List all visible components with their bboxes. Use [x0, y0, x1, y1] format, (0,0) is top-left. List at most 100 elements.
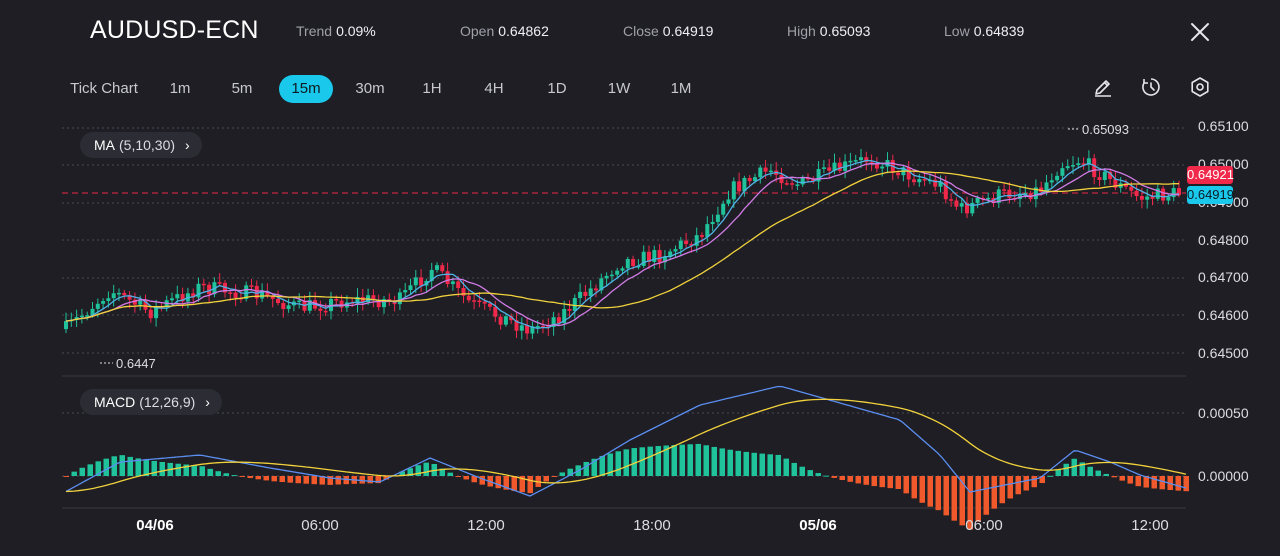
macd-histogram-bar: [135, 458, 141, 476]
candle-body: [604, 275, 609, 279]
candle-body: [1139, 196, 1144, 200]
ma-indicator-pill[interactable]: MA (5,10,30) ›: [80, 132, 202, 158]
candle-body: [445, 271, 450, 285]
candle-body: [180, 294, 185, 302]
candle-body: [297, 300, 302, 303]
macd-histogram-bar: [407, 468, 413, 476]
candle-body: [662, 256, 667, 263]
candle-body: [498, 316, 503, 325]
macd-histogram-bar: [679, 444, 685, 476]
macd-histogram-bar: [639, 447, 645, 476]
candle-body: [106, 298, 111, 302]
macd-histogram-bar: [495, 476, 501, 489]
timer-icon[interactable]: [1140, 76, 1162, 98]
candle-body: [143, 299, 148, 310]
timeframe-bar: Tick Chart 1m 5m 15m 30m 1H 4H 1D 1W 1M: [0, 72, 1280, 106]
macd-histogram-bar: [815, 473, 821, 476]
macd-histogram-bar: [1055, 469, 1061, 476]
tab-tick-chart[interactable]: Tick Chart: [70, 80, 138, 97]
candle-body: [1092, 158, 1097, 178]
candle-body: [556, 317, 561, 324]
candle-body: [853, 160, 858, 162]
macd-histogram-bar: [375, 476, 381, 484]
candle-body: [906, 167, 911, 180]
candle-body: [779, 174, 784, 184]
macd-histogram-bar: [567, 468, 573, 476]
macd-histogram-bar: [975, 476, 981, 522]
candle-body: [715, 214, 720, 222]
candle-body: [615, 270, 620, 275]
macd-histogram-bar: [327, 476, 333, 485]
macd-histogram-bar: [1135, 476, 1141, 487]
candle-body: [731, 181, 736, 200]
macd-histogram-bar: [103, 458, 109, 476]
macd-histogram-bar: [1031, 476, 1037, 488]
macd-histogram-bar: [927, 476, 933, 507]
price-axis-label: 0.64800: [1198, 232, 1249, 248]
candle-body: [440, 265, 445, 272]
tab-1w[interactable]: 1W: [607, 80, 631, 97]
high-marker-label: 0.65093: [1082, 122, 1129, 137]
candle-body: [795, 184, 800, 186]
macd-histogram-bar: [655, 446, 661, 476]
candle-body: [562, 308, 567, 324]
candle-body: [1150, 196, 1155, 199]
tab-15m[interactable]: 15m: [279, 75, 333, 103]
macd-histogram-bar: [503, 476, 509, 490]
tab-5m[interactable]: 5m: [231, 80, 253, 97]
candle-body: [647, 251, 651, 262]
macd-histogram-bar: [191, 465, 197, 476]
candle-body: [541, 326, 545, 328]
candle-body: [254, 285, 259, 299]
tab-30m[interactable]: 30m: [355, 80, 385, 97]
candle-body: [869, 162, 874, 164]
macd-histogram-bar: [439, 468, 445, 476]
candle-body: [949, 199, 954, 201]
candle-body: [874, 163, 879, 169]
candle-body: [546, 326, 551, 328]
macd-histogram-bar: [1015, 476, 1021, 495]
macd-histogram-bar: [271, 476, 277, 482]
macd-histogram-bar: [711, 446, 717, 476]
candle-body: [1145, 196, 1150, 200]
candle-body: [684, 240, 689, 245]
macd-histogram-bar: [583, 461, 589, 476]
macd-histogram-bar: [631, 448, 637, 476]
time-axis-label: 18:00: [633, 517, 671, 534]
candle-body: [933, 179, 938, 187]
candle-body: [525, 325, 530, 334]
tab-4h[interactable]: 4H: [484, 80, 504, 97]
candle-body: [726, 199, 731, 204]
tab-1d[interactable]: 1D: [547, 80, 567, 97]
macd-histogram-bar: [767, 454, 773, 476]
candle-body: [970, 202, 975, 214]
macd-histogram-bar: [911, 476, 917, 499]
pencil-icon[interactable]: [1092, 76, 1114, 98]
candle-body: [784, 183, 789, 185]
candle-body: [339, 300, 344, 308]
candle-body: [509, 316, 514, 321]
macd-histogram-bar: [159, 461, 165, 476]
candle-body: [397, 292, 402, 305]
close-icon[interactable]: [1188, 20, 1212, 44]
candle-body: [482, 301, 487, 304]
macd-histogram-bar: [1071, 458, 1077, 476]
candle-body: [1129, 186, 1134, 191]
settings-icon[interactable]: [1189, 76, 1211, 98]
stat-close: Close 0.64919: [623, 23, 714, 39]
macd-histogram-bar: [335, 476, 341, 485]
time-axis-label: 06:00: [301, 517, 339, 534]
macd-histogram-bar: [231, 475, 237, 477]
candle-body: [201, 283, 206, 286]
macd-histogram-bar: [111, 456, 117, 476]
tab-1m[interactable]: 1m: [169, 80, 191, 97]
macd-histogram-bar: [527, 476, 533, 494]
candle-body: [281, 303, 286, 309]
tab-1mo[interactable]: 1M: [670, 80, 692, 97]
candle-body: [132, 299, 137, 305]
candle-body: [864, 157, 869, 163]
macd-indicator-pill[interactable]: MACD (12,26,9) ›: [80, 389, 222, 415]
tab-1h[interactable]: 1H: [422, 80, 442, 97]
macd-histogram-bar: [1143, 476, 1149, 488]
